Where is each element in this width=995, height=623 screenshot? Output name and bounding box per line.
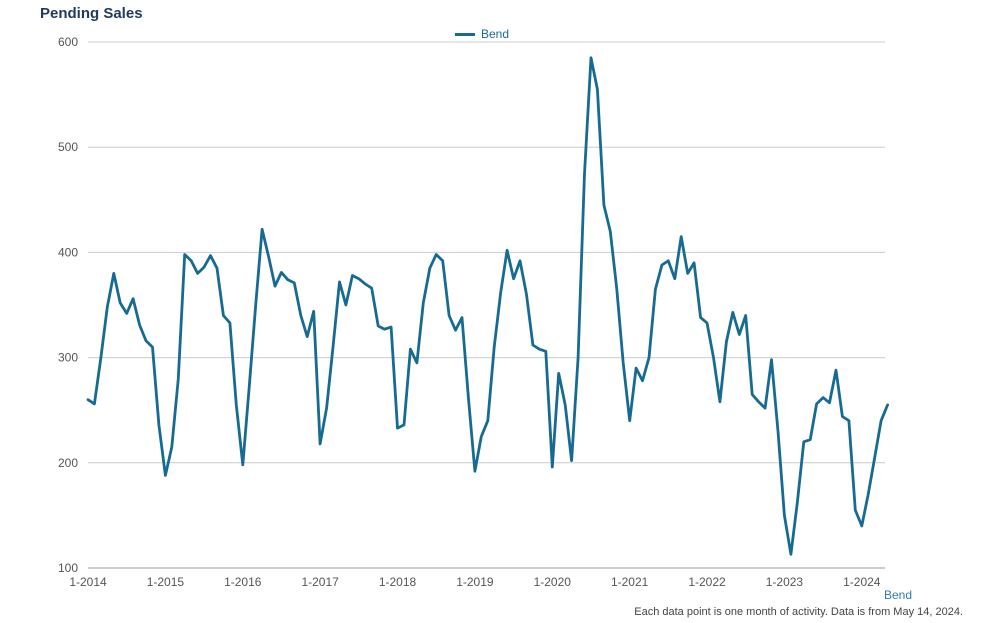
legend-line-swatch — [455, 32, 475, 36]
y-tick-label: 300 — [58, 351, 78, 365]
y-tick-label: 400 — [58, 245, 78, 259]
y-tick-label: 600 — [58, 35, 78, 49]
x-tick-label: 1-2016 — [224, 575, 262, 589]
x-tick-label: 1-2017 — [301, 575, 339, 589]
x-tick-label: 1-2021 — [611, 575, 649, 589]
series-line-bend — [86, 56, 889, 556]
footer-note: Each data point is one month of activity… — [634, 606, 963, 618]
legend-label: Bend — [481, 27, 510, 41]
page-title: Pending Sales — [40, 5, 143, 22]
y-tick-label: 500 — [58, 140, 78, 154]
x-tick-label: 1-2019 — [456, 575, 494, 589]
x-tick-label: 1-2015 — [147, 575, 185, 589]
legend: Bend — [455, 27, 509, 41]
x-tick-label: 1-2020 — [534, 575, 572, 589]
x-tick-label: 1-2023 — [766, 575, 804, 589]
x-tick-label: 1-2022 — [688, 575, 726, 589]
x-tick-label: 1-2018 — [379, 575, 417, 589]
y-tick-label: 200 — [58, 456, 78, 470]
x-tick-label: 1-2024 — [843, 575, 881, 589]
y-tick-label: 100 — [58, 561, 78, 575]
footer-series-label: Bend — [883, 588, 912, 602]
x-tick-label: 1-2014 — [69, 575, 107, 589]
